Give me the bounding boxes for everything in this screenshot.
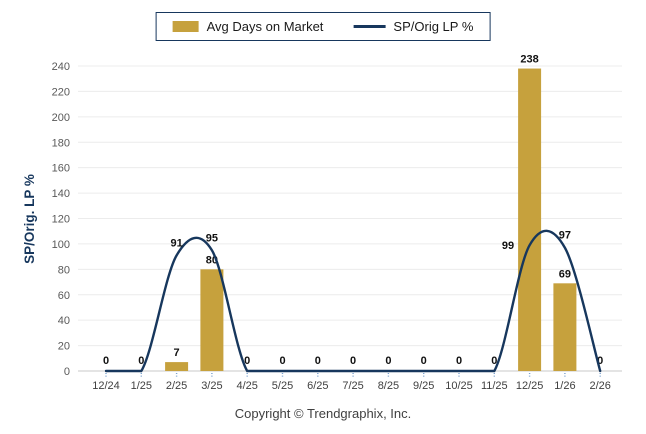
svg-text:0: 0 (138, 355, 144, 367)
svg-text:7: 7 (174, 347, 180, 359)
legend-label-avg-days: Avg Days on Market (206, 19, 324, 34)
svg-text:140: 140 (52, 188, 70, 200)
legend-item-sp-orig-lp: SP/Orig LP % (353, 19, 473, 34)
svg-text:238: 238 (520, 54, 538, 66)
svg-text:0: 0 (315, 355, 321, 367)
svg-text:69: 69 (559, 268, 571, 280)
legend-label-sp-orig-lp: SP/Orig LP % (393, 19, 474, 34)
svg-text:95: 95 (206, 232, 218, 244)
svg-text:12/24: 12/24 (92, 380, 120, 392)
svg-text:6/25: 6/25 (307, 380, 328, 392)
svg-text:0: 0 (103, 355, 109, 367)
svg-text:240: 240 (52, 61, 70, 73)
svg-text:160: 160 (52, 163, 70, 175)
bar-series-swatch-icon (172, 21, 199, 32)
y-axis-title: SP/Orig. LP % (22, 174, 37, 264)
svg-text:2/26: 2/26 (589, 380, 610, 392)
svg-text:0: 0 (244, 355, 250, 367)
svg-text:100: 100 (52, 239, 70, 251)
svg-text:7/25: 7/25 (342, 380, 363, 392)
svg-text:0: 0 (385, 355, 391, 367)
svg-text:0: 0 (279, 355, 285, 367)
plot-area: 0 20 40 60 80 100 120 140 160 180 200 220 240 12/24 1/… (52, 54, 622, 392)
svg-text:1/26: 1/26 (554, 380, 575, 392)
svg-text:0: 0 (456, 355, 462, 367)
svg-text:3/25: 3/25 (201, 380, 222, 392)
svg-text:120: 120 (52, 214, 70, 226)
svg-text:5/25: 5/25 (272, 380, 293, 392)
svg-text:200: 200 (52, 112, 70, 124)
svg-text:9/25: 9/25 (413, 380, 434, 392)
svg-text:80: 80 (58, 264, 70, 276)
svg-text:20: 20 (58, 341, 70, 353)
svg-text:0: 0 (350, 355, 356, 367)
svg-text:91: 91 (170, 237, 182, 249)
svg-text:180: 180 (52, 137, 70, 149)
svg-text:11/25: 11/25 (481, 380, 508, 392)
svg-text:0: 0 (597, 355, 603, 367)
svg-text:4/25: 4/25 (236, 380, 257, 392)
line-series-swatch-icon (353, 25, 386, 28)
svg-text:97: 97 (559, 230, 571, 242)
svg-text:12/25: 12/25 (516, 380, 544, 392)
svg-text:0: 0 (491, 355, 497, 367)
svg-text:40: 40 (58, 315, 70, 327)
legend-item-avg-days: Avg Days on Market (172, 19, 324, 34)
svg-text:2/25: 2/25 (166, 380, 187, 392)
svg-text:1/25: 1/25 (131, 380, 152, 392)
svg-text:8/25: 8/25 (378, 380, 399, 392)
svg-text:0: 0 (421, 355, 427, 367)
svg-text:10/25: 10/25 (445, 380, 473, 392)
chart-legend: Avg Days on Market SP/Orig LP % (155, 12, 491, 41)
svg-text:99: 99 (502, 240, 514, 252)
svg-text:220: 220 (52, 86, 70, 98)
copyright-text: Copyright © Trendgraphix, Inc. (234, 406, 412, 421)
svg-text:60: 60 (58, 290, 70, 302)
svg-text:0: 0 (64, 366, 70, 378)
